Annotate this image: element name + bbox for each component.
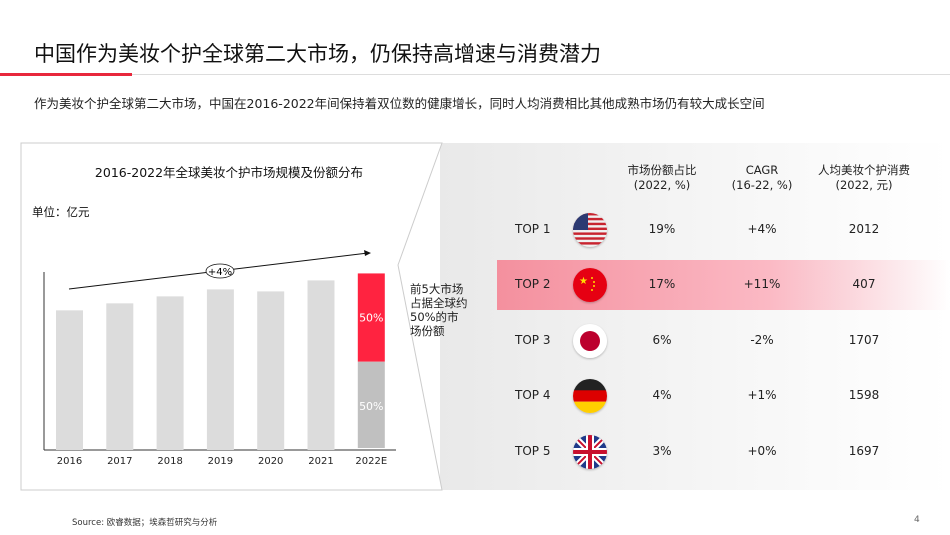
rank-label: TOP 4	[515, 388, 551, 403]
cagr-value: -2%	[750, 332, 774, 347]
x-tick-label: 2021	[308, 456, 333, 467]
segment-label: 50%	[359, 312, 383, 325]
table-background	[440, 143, 950, 490]
rank-label: TOP 5	[515, 443, 551, 458]
callout-text: 前5大市场占据全球约50%的市场份额	[410, 282, 468, 338]
bar	[206, 289, 234, 450]
chart-title: 2016-2022年全球美妆个护市场规模及份额分布	[95, 165, 363, 180]
share-value: 6%	[652, 332, 672, 347]
share-value: 17%	[648, 277, 676, 292]
header-spend: 人均美妆个护消费 (2022, 元)	[794, 163, 934, 193]
trend-arrowhead	[364, 250, 371, 256]
x-tick-label: 2018	[157, 456, 182, 467]
share-value: 3%	[652, 443, 672, 458]
spend-value: 1598	[848, 388, 880, 403]
rank-label: TOP 2	[515, 277, 551, 292]
cagr-value: +0%	[747, 443, 777, 458]
trend-label-bubble	[205, 263, 235, 279]
usa-flag-icon	[573, 213, 607, 247]
x-tick-label: 2017	[107, 456, 132, 467]
table-row: TOP 3 6% -2% 1707	[497, 316, 950, 366]
spend-value: 1697	[848, 443, 880, 458]
trend-label: +4%	[208, 267, 232, 278]
spend-value: 1707	[848, 332, 880, 347]
germany-flag-icon	[573, 379, 607, 414]
page-subtitle: 作为美妆个护全球第二大市场，中国在2016-2022年间保持着双位数的健康增长，…	[34, 96, 765, 111]
x-tick-label: 2016	[57, 456, 82, 467]
svg-text:★: ★	[579, 276, 588, 287]
header-share-title: 市场份额占比	[627, 163, 697, 177]
spend-value: 407	[852, 277, 876, 292]
cagr-value: +1%	[747, 388, 777, 403]
header-share: 市场份额占比 (2022, %)	[592, 163, 732, 193]
header-share-unit: (2022, %)	[633, 178, 691, 192]
table-row: TOP 4 4% +1% 1598	[497, 371, 950, 421]
header-spend-unit: (2022, 元)	[835, 178, 893, 192]
bar	[307, 280, 335, 450]
table-row: TOP 2 ★ 17% +11% 407	[497, 260, 950, 311]
chart-unit: 单位：亿元	[32, 205, 90, 219]
segment-label: 50%	[359, 400, 383, 413]
x-tick-label: 2022E	[355, 456, 387, 467]
rank-label: TOP 3	[515, 332, 551, 347]
table-row: TOP 1 19% +4% 2012	[497, 205, 950, 255]
x-tick-label: 2019	[208, 456, 233, 467]
title-divider	[132, 74, 950, 75]
share-value: 19%	[648, 222, 676, 236]
bar-segment	[357, 361, 385, 448]
bar	[106, 303, 134, 450]
cagr-value: +4%	[747, 222, 777, 236]
share-value: 4%	[652, 388, 672, 403]
japan-flag-icon	[573, 323, 607, 358]
x-tick-label: 2020	[258, 456, 283, 467]
header-cagr: CAGR (16-22, %)	[692, 163, 832, 193]
table-row: TOP 5 3% +0% 1697	[497, 427, 950, 477]
rank-label: TOP 1	[515, 222, 551, 236]
title-accent-line	[0, 73, 132, 76]
china-flag-icon: ★	[573, 268, 607, 303]
bar-segment	[357, 273, 385, 362]
spend-value: 2012	[848, 222, 880, 236]
header-cagr-unit: (16-22, %)	[731, 178, 793, 192]
bar	[156, 296, 184, 450]
header-cagr-title: CAGR	[745, 163, 779, 177]
page-title: 中国作为美妆个护全球第二大市场，仍保持高增速与消费潜力	[34, 42, 601, 66]
bar-chart: 2016-2022年全球美妆个护市场规模及份额分布 单位：亿元 2016 2017…	[20, 142, 443, 491]
bar	[257, 291, 285, 450]
header-spend-title: 人均美妆个护消费	[818, 163, 910, 177]
bar	[56, 310, 83, 450]
source-note: Source: 欧睿数据；埃森哲研究与分析	[72, 518, 218, 528]
page-number: 4	[914, 515, 920, 525]
cagr-value: +11%	[743, 277, 781, 292]
uk-flag-icon	[573, 434, 607, 469]
